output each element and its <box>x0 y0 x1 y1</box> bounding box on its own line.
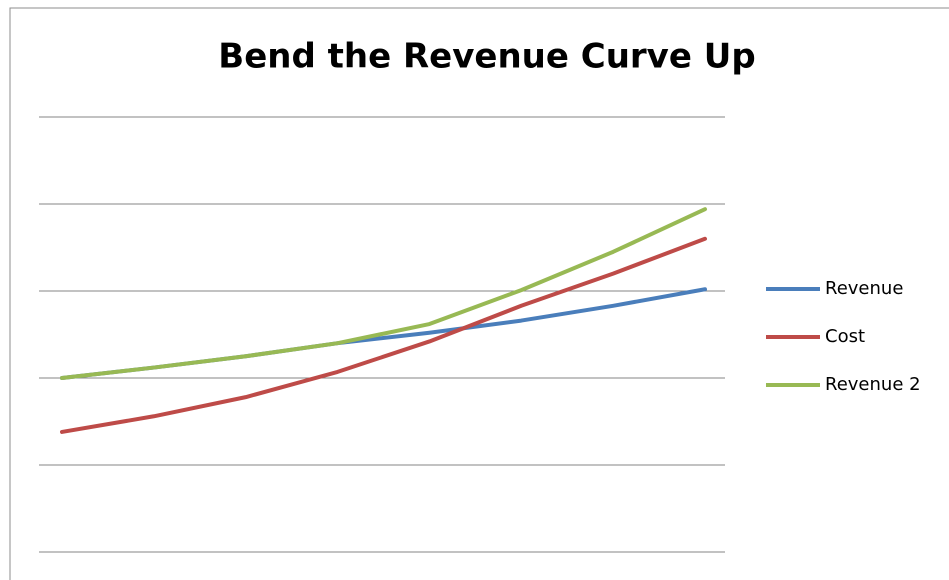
chart-border <box>9 7 949 580</box>
chart-title: Bend the Revenue Curve Up <box>218 37 755 77</box>
series-line <box>60 207 707 380</box>
legend-label: Revenue <box>825 278 903 299</box>
legend-label: Revenue 2 <box>825 374 921 395</box>
series-line <box>60 236 707 434</box>
legend-label: Cost <box>825 326 865 347</box>
